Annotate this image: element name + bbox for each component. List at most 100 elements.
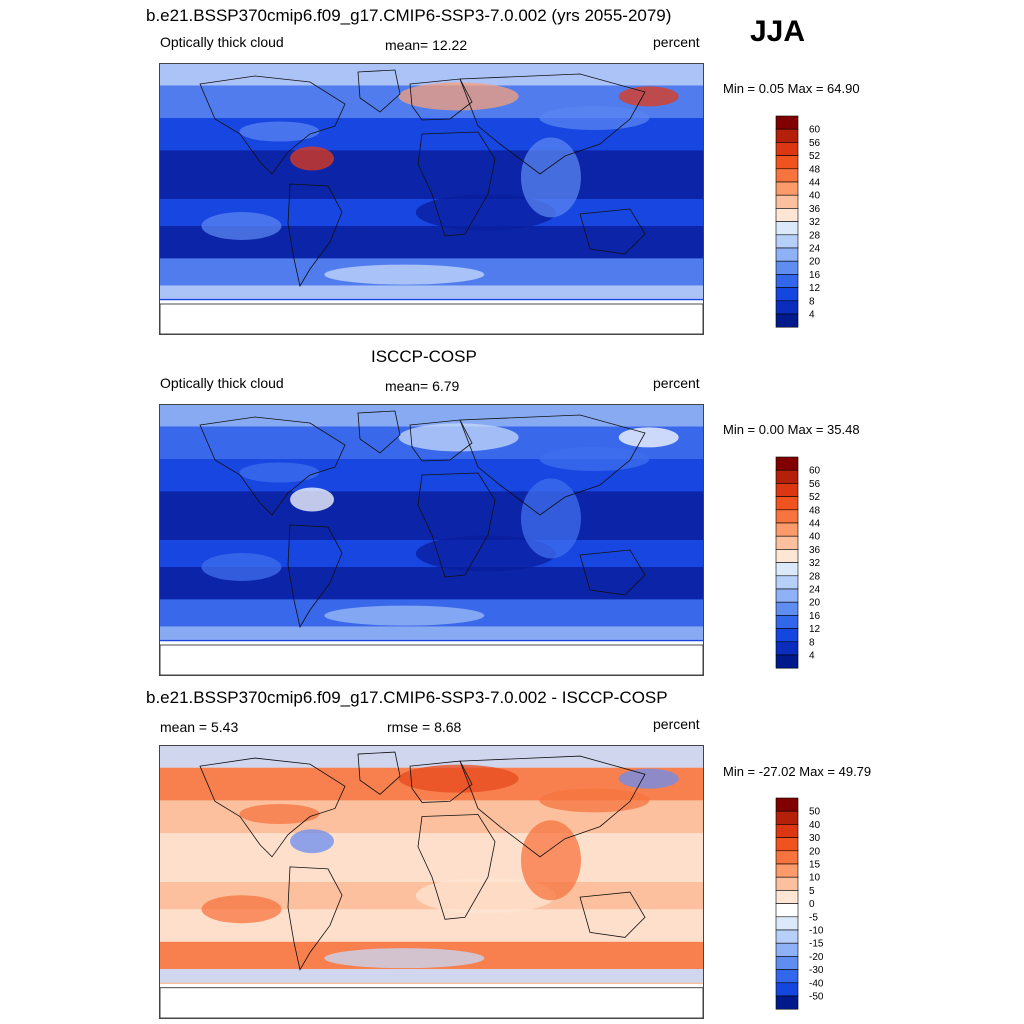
colorbar-swatch — [775, 287, 799, 302]
colorbar-swatch — [775, 890, 799, 904]
panel-2-map-svg — [160, 405, 703, 675]
panel-2-variable-label: Optically thick cloud — [160, 375, 284, 391]
colorbar-swatch — [775, 274, 799, 288]
colorbar-tick-label: 40 — [809, 532, 821, 543]
colorbar-swatch — [775, 628, 799, 643]
panel-2-colorbar: 60 56 52 48 44 40 36 32 28 24 20 16 12 8 4 — [775, 456, 836, 669]
colorbar-tick-label: 36 — [809, 204, 821, 215]
colorbar-tick-label: 4 — [809, 310, 815, 321]
colorbar-tick-label: -15 — [809, 939, 824, 950]
colorbar-tick-label: 16 — [809, 270, 821, 281]
colorbar-tick-label: 0 — [809, 899, 815, 910]
colorbar-swatch — [775, 469, 799, 484]
colorbar-swatch — [775, 641, 799, 656]
panel-3-rmse-label: rmse = 8.68 — [387, 719, 462, 735]
colorbar-tick-label: 8 — [809, 296, 815, 307]
colorbar-swatch — [775, 509, 799, 524]
panel-1-variable-label: Optically thick cloud — [160, 34, 284, 50]
colorbar-tick-label: 32 — [809, 217, 821, 228]
colorbar-tick-label: 10 — [809, 873, 821, 884]
colorbar-swatch — [775, 969, 799, 984]
panel-2-minmax: Min = 0.00 Max = 35.48 — [723, 422, 860, 437]
panel-1-minmax: Min = 0.05 Max = 64.90 — [723, 81, 860, 96]
colorbar-tick-label: -50 — [809, 992, 824, 1003]
colorbar-tick-label: 28 — [809, 230, 821, 241]
colorbar-swatch — [775, 535, 799, 550]
colorbar-swatch — [775, 313, 799, 328]
colorbar-swatch — [775, 142, 799, 156]
colorbar-swatch — [775, 483, 799, 497]
panel-2-map — [159, 404, 704, 676]
colorbar-swatch — [775, 115, 799, 130]
panel-1-mean-label: mean= 12.22 — [385, 37, 468, 53]
colorbar-tick-label: 24 — [809, 585, 821, 596]
colorbar-swatch — [775, 496, 799, 511]
colorbar-swatch — [775, 995, 799, 1010]
colorbar-swatch — [775, 221, 799, 236]
colorbar-swatch — [775, 916, 799, 931]
colorbar-swatch — [775, 942, 799, 957]
colorbar-swatch — [775, 194, 799, 209]
colorbar-swatch — [775, 837, 799, 852]
colorbar-swatch — [775, 522, 799, 537]
panel-2-title: ISCCP-COSP — [371, 347, 477, 366]
colorbar-tick-label: 20 — [809, 598, 821, 609]
colorbar-tick-label: 52 — [809, 151, 821, 162]
colorbar-swatch — [775, 208, 799, 222]
colorbar-swatch — [775, 956, 799, 970]
panel-1-title: b.e21.BSSP370cmip6.f09_g17.CMIP6-SSP3-7.… — [146, 6, 672, 25]
panel-1-units-label: percent — [653, 34, 700, 50]
colorbar-tick-label: 32 — [809, 558, 821, 569]
panel-3-minmax: Min = -27.02 Max = 49.79 — [723, 764, 872, 779]
colorbar-swatch — [775, 797, 799, 812]
colorbar-tick-label: 44 — [809, 519, 821, 530]
colorbar-tick-label: 40 — [809, 820, 821, 831]
colorbar-tick-label: 48 — [809, 505, 821, 516]
colorbar-tick-label: 28 — [809, 571, 821, 582]
colorbar-swatch — [775, 549, 799, 563]
colorbar-tick-label: -40 — [809, 978, 824, 989]
colorbar-tick-label: 48 — [809, 164, 821, 175]
colorbar-tick-label: 8 — [809, 637, 815, 648]
colorbar-tick-label: 50 — [809, 807, 821, 818]
colorbar-tick-label: -5 — [809, 912, 818, 923]
panel-3-units-label: percent — [653, 716, 700, 732]
panel-2-mean-label: mean= 6.79 — [385, 378, 460, 394]
colorbar-swatch — [775, 234, 799, 249]
panel-1-colorbar: 60 56 52 48 44 40 36 32 28 24 20 16 12 8 4 — [775, 115, 836, 328]
colorbar-swatch — [775, 876, 799, 891]
colorbar-tick-label: 30 — [809, 833, 821, 844]
colorbar-tick-label: 40 — [809, 191, 821, 202]
colorbar-tick-label: 56 — [809, 479, 821, 490]
colorbar-swatch — [775, 810, 799, 825]
colorbar-tick-label: 56 — [809, 138, 821, 149]
panel-1-map-svg — [160, 64, 703, 334]
colorbar-swatch — [775, 929, 799, 944]
colorbar-swatch — [775, 575, 799, 590]
colorbar-tick-label: 52 — [809, 492, 821, 503]
colorbar-tick-label: 20 — [809, 257, 821, 268]
colorbar-tick-label: 36 — [809, 545, 821, 556]
colorbar-swatch — [775, 850, 799, 865]
colorbar-tick-label: 5 — [809, 886, 815, 897]
colorbar-swatch — [775, 155, 799, 170]
colorbar-tick-label: 20 — [809, 846, 821, 857]
colorbar-swatch — [775, 168, 799, 183]
colorbar-swatch — [775, 903, 799, 918]
panel-3-colorbar: 50 40 30 20 15 10 5 0 -5 -10 -15 -20 -30 -40 -50 — [775, 797, 836, 1010]
colorbar-tick-label: -20 — [809, 952, 824, 963]
colorbar-swatch — [775, 588, 799, 603]
colorbar-swatch — [775, 247, 799, 262]
colorbar-swatch — [775, 456, 799, 471]
colorbar-tick-label: -10 — [809, 926, 824, 937]
colorbar-tick-label: 12 — [809, 624, 821, 635]
colorbar-swatch — [775, 615, 799, 629]
colorbar-swatch — [775, 300, 799, 315]
colorbar-tick-label: 15 — [809, 860, 821, 871]
colorbar-swatch — [775, 824, 799, 838]
colorbar-tick-label: 44 — [809, 178, 821, 189]
panel-3-map — [159, 745, 704, 1019]
colorbar-swatch — [775, 562, 799, 577]
colorbar-swatch — [775, 181, 799, 196]
colorbar-swatch — [775, 601, 799, 616]
